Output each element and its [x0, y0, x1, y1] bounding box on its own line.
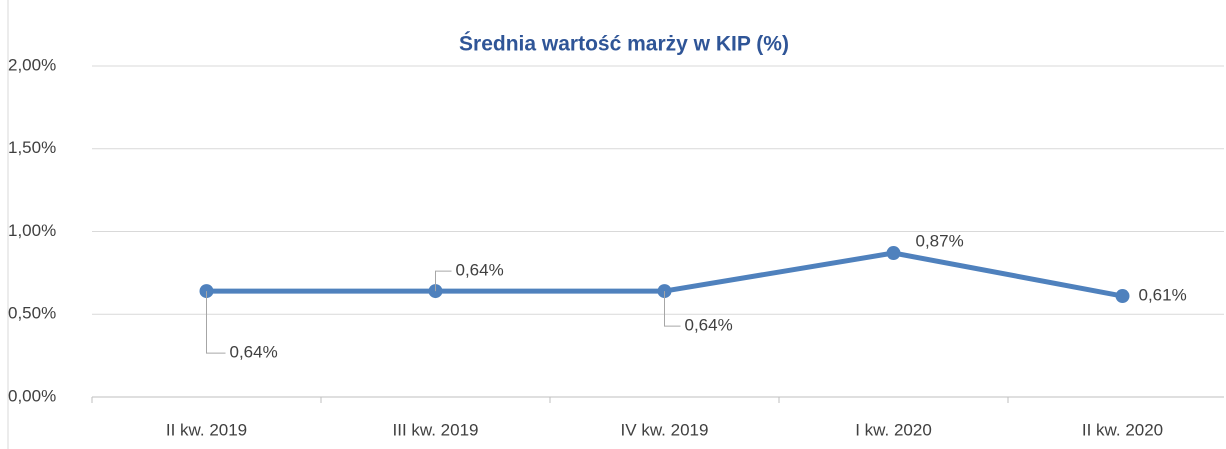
- marker: [886, 246, 901, 261]
- y-tick-label: 0,00%: [8, 386, 56, 405]
- x-tick-label: IV kw. 2019: [621, 420, 709, 439]
- chart-title: Średnia wartość marży w KIP (%): [459, 32, 789, 56]
- y-tick-label: 1,00%: [8, 221, 56, 240]
- x-tick-label: I kw. 2020: [855, 420, 932, 439]
- x-tick-label: III kw. 2019: [393, 420, 479, 439]
- data-label: 0,64%: [685, 316, 733, 335]
- leader-line: [206, 291, 226, 354]
- data-label: 0,61%: [1139, 286, 1187, 305]
- data-label: 0,87%: [916, 231, 964, 250]
- y-tick-label: 1,50%: [8, 138, 56, 157]
- y-tick-label: 0,50%: [8, 304, 56, 323]
- y-tick-label: 2,00%: [8, 55, 56, 74]
- data-label: 0,64%: [456, 261, 504, 280]
- leader-line: [435, 270, 452, 292]
- x-tick-label: II kw. 2020: [1082, 420, 1163, 439]
- x-tick-label: II kw. 2019: [166, 420, 247, 439]
- data-label: 0,64%: [230, 343, 278, 362]
- marker: [1115, 289, 1130, 304]
- leader-line: [664, 291, 681, 327]
